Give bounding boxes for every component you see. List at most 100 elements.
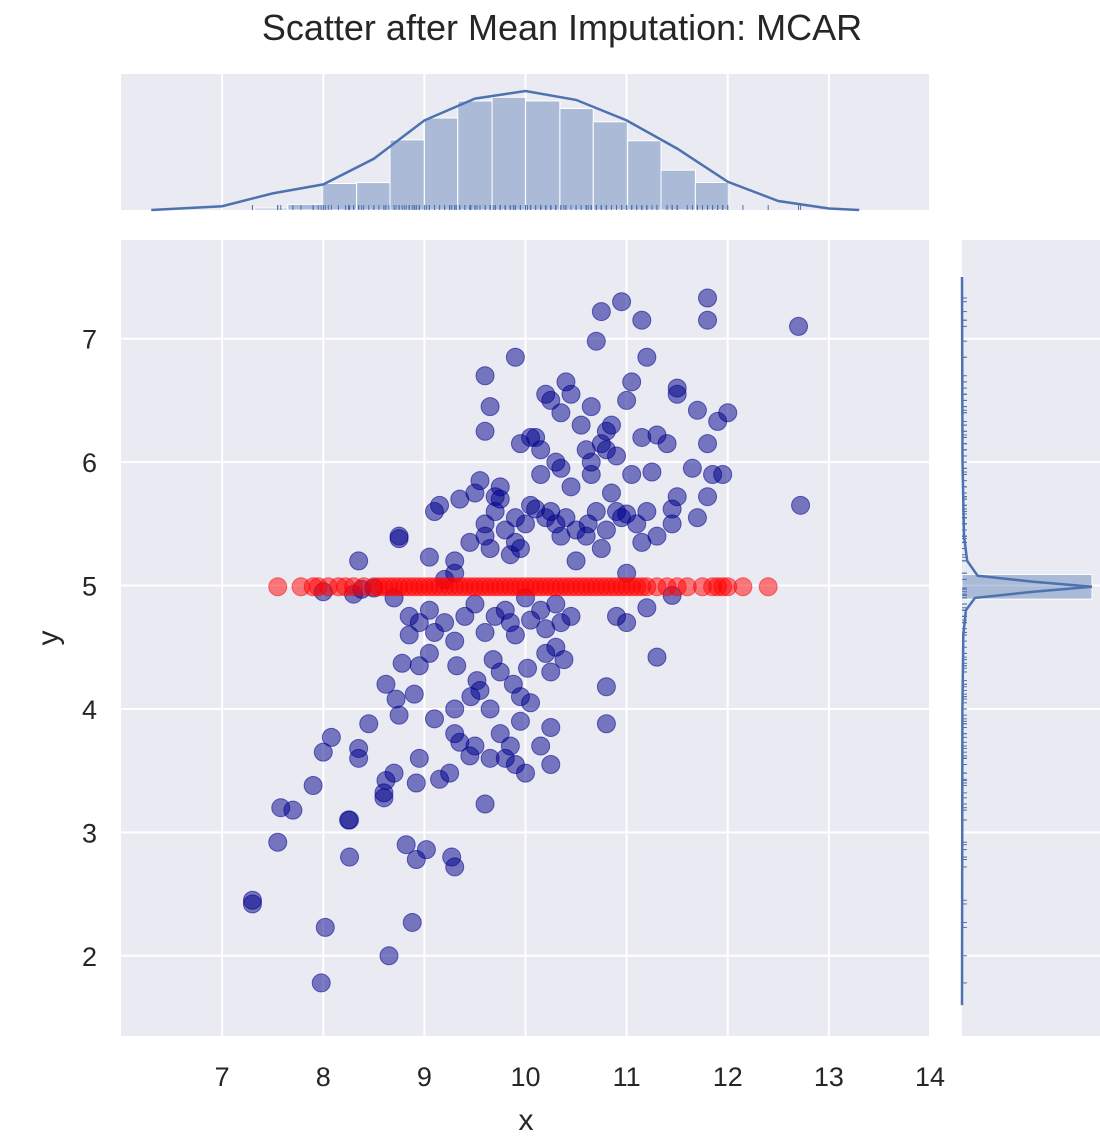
observed-point xyxy=(430,495,450,515)
observed-point xyxy=(612,292,632,312)
observed-point xyxy=(596,520,616,540)
x-histogram-bar xyxy=(592,121,629,211)
observed-point xyxy=(490,477,510,497)
x-tick-label: 14 xyxy=(915,1062,945,1092)
observed-point xyxy=(455,606,475,626)
observed-point xyxy=(396,835,416,855)
observed-point xyxy=(521,693,541,713)
x-tick-label: 10 xyxy=(510,1062,540,1092)
observed-point xyxy=(581,452,601,472)
y-tick-label: 7 xyxy=(82,325,97,355)
observed-point xyxy=(340,810,360,830)
observed-point xyxy=(546,594,566,614)
observed-point xyxy=(470,680,490,700)
observed-point xyxy=(531,440,551,460)
observed-point xyxy=(500,736,520,756)
right-marginal-panel xyxy=(962,240,1100,1036)
observed-point xyxy=(268,832,288,852)
observed-point xyxy=(475,794,495,814)
x-histogram-bar xyxy=(525,100,561,211)
observed-point xyxy=(480,397,500,417)
observed-point xyxy=(392,653,412,673)
observed-point xyxy=(687,508,707,528)
observed-point xyxy=(591,539,611,559)
x-histogram-bar xyxy=(457,100,493,211)
observed-point xyxy=(505,625,525,645)
observed-point xyxy=(561,606,581,626)
observed-point xyxy=(637,502,657,522)
observed-point xyxy=(531,736,551,756)
observed-point xyxy=(321,727,341,747)
observed-point xyxy=(475,421,495,441)
observed-point xyxy=(571,415,591,435)
observed-point xyxy=(510,539,530,559)
x-tick-label: 7 xyxy=(215,1062,230,1092)
observed-point xyxy=(445,631,465,651)
x-histogram-bar xyxy=(660,169,696,211)
observed-point xyxy=(404,684,424,704)
observed-point xyxy=(475,366,495,386)
observed-point xyxy=(622,372,642,392)
observed-point xyxy=(416,840,436,860)
observed-point xyxy=(698,288,718,308)
y-tick-label: 6 xyxy=(82,448,97,478)
observed-point xyxy=(516,514,535,534)
observed-point xyxy=(554,650,574,670)
observed-point xyxy=(419,547,439,567)
x-histogram-bar xyxy=(491,96,527,211)
x-histogram-bar xyxy=(253,207,289,211)
observed-point xyxy=(445,699,465,719)
observed-point xyxy=(637,347,657,367)
observed-point xyxy=(586,331,606,351)
observed-point xyxy=(465,594,485,614)
x-axis-label: x xyxy=(519,1104,534,1137)
observed-point xyxy=(359,714,379,734)
observed-point xyxy=(349,748,369,768)
observed-point xyxy=(617,613,637,633)
observed-point xyxy=(516,763,535,783)
observed-point xyxy=(581,397,601,417)
x-tick-label: 13 xyxy=(814,1062,844,1092)
observed-point xyxy=(340,847,360,867)
y-tick-label: 5 xyxy=(82,572,97,602)
observed-point xyxy=(596,714,616,734)
observed-point xyxy=(541,717,561,737)
observed-point xyxy=(440,763,460,783)
observed-point xyxy=(379,946,399,966)
x-tick-label: 12 xyxy=(713,1062,743,1092)
observed-point xyxy=(384,763,404,783)
observed-point xyxy=(541,390,561,410)
observed-point xyxy=(283,800,303,820)
observed-point xyxy=(315,917,335,937)
observed-point xyxy=(447,656,467,676)
x-kde-curve xyxy=(151,89,860,212)
observed-point xyxy=(531,464,551,484)
x-histogram-bar xyxy=(356,182,391,211)
observed-point xyxy=(495,520,515,540)
observed-point xyxy=(667,378,687,398)
observed-point xyxy=(424,709,444,729)
x-histogram-bar xyxy=(694,181,730,211)
observed-point xyxy=(490,724,510,744)
observed-point xyxy=(399,625,419,645)
observed-point xyxy=(510,711,530,731)
observed-point xyxy=(311,973,331,993)
observed-point xyxy=(596,677,616,697)
observed-point xyxy=(556,508,576,528)
x-histogram-bar xyxy=(321,183,358,211)
observed-point xyxy=(541,754,561,774)
y-tick-label: 3 xyxy=(82,818,97,848)
observed-point xyxy=(561,384,581,404)
observed-point xyxy=(622,464,642,484)
observed-point xyxy=(419,600,439,620)
observed-point xyxy=(389,705,409,725)
observed-point xyxy=(632,310,652,330)
observed-point xyxy=(682,458,702,478)
observed-point xyxy=(409,656,429,676)
observed-point xyxy=(617,390,637,410)
observed-point xyxy=(406,773,426,793)
observed-point xyxy=(419,643,439,663)
observed-point xyxy=(698,310,718,330)
x-histogram-bar xyxy=(559,107,594,211)
